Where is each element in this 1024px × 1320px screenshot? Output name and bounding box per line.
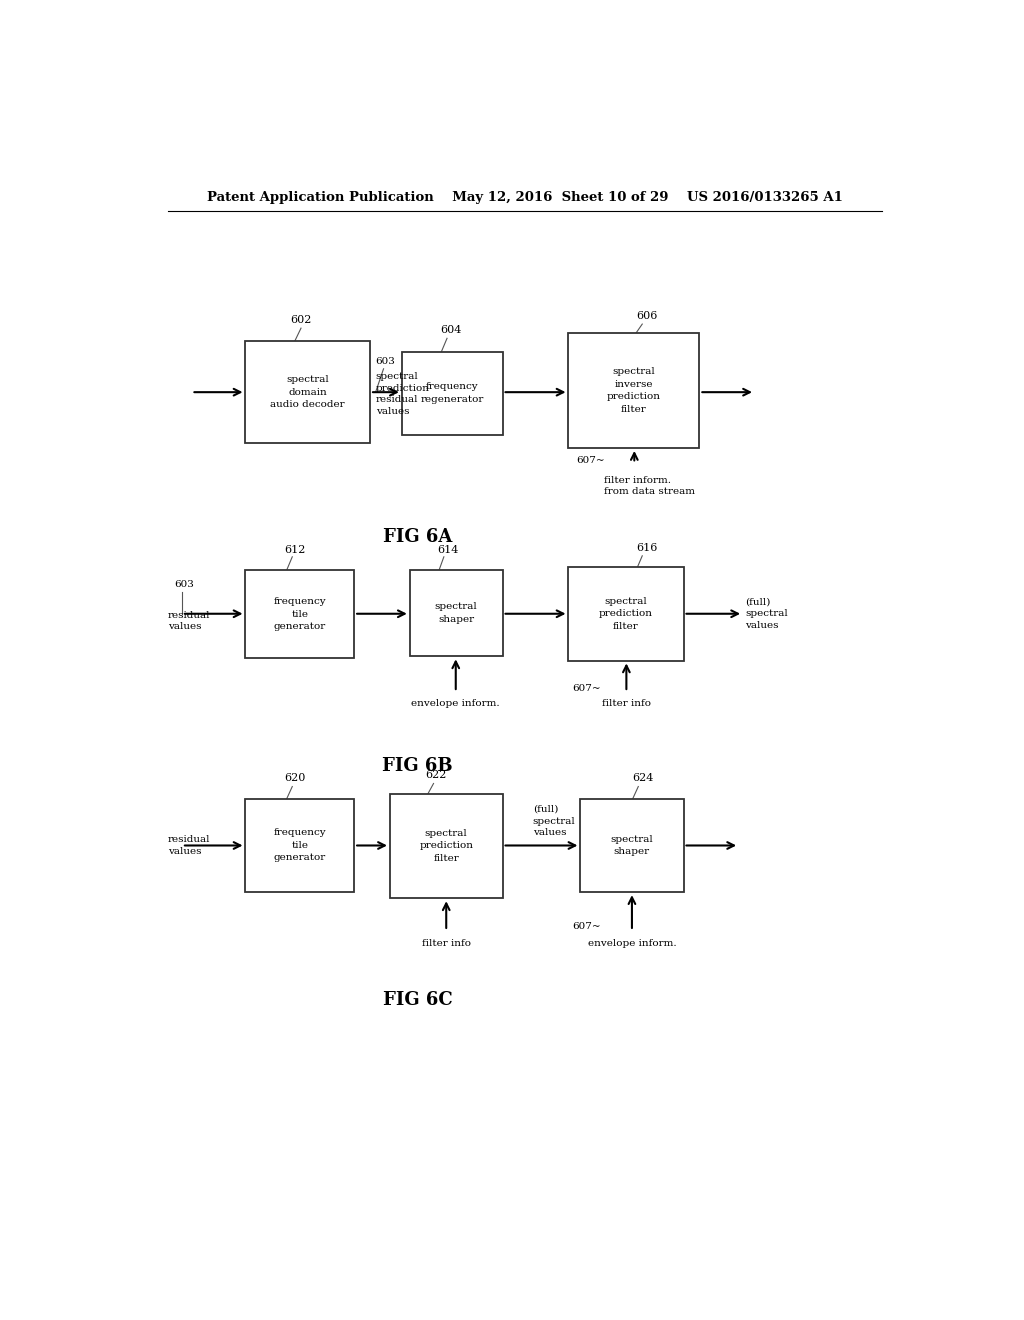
Text: 606: 606 (636, 312, 657, 321)
FancyBboxPatch shape (581, 799, 684, 892)
FancyBboxPatch shape (246, 342, 370, 444)
Text: spectral
shaper: spectral shaper (435, 602, 477, 624)
Text: spectral
domain
audio decoder: spectral domain audio decoder (270, 375, 345, 409)
Text: 614: 614 (437, 545, 459, 554)
FancyBboxPatch shape (401, 351, 503, 434)
Text: 624: 624 (632, 774, 653, 784)
FancyBboxPatch shape (568, 333, 699, 447)
Text: 616: 616 (636, 543, 657, 553)
Text: 603: 603 (174, 581, 194, 589)
Text: spectral
prediction
filter: spectral prediction filter (599, 597, 653, 631)
Text: frequency
tile
generator: frequency tile generator (273, 829, 326, 862)
FancyBboxPatch shape (246, 570, 354, 659)
Text: residual
values: residual values (168, 836, 210, 855)
Text: 604: 604 (440, 325, 461, 335)
Text: 603: 603 (376, 356, 395, 366)
Text: spectral
prediction
residual
values: spectral prediction residual values (376, 372, 430, 416)
Text: Patent Application Publication    May 12, 2016  Sheet 10 of 29    US 2016/013326: Patent Application Publication May 12, 2… (207, 191, 843, 205)
FancyBboxPatch shape (246, 799, 354, 892)
Text: 607~: 607~ (577, 455, 605, 465)
Text: FIG 6C: FIG 6C (383, 991, 453, 1008)
Text: 622: 622 (426, 771, 446, 780)
Text: 620: 620 (285, 774, 306, 784)
Text: filter inform.
from data stream: filter inform. from data stream (604, 475, 695, 496)
Text: filter info: filter info (602, 700, 651, 708)
Text: frequency
regenerator: frequency regenerator (421, 383, 484, 404)
Text: spectral
inverse
prediction
filter: spectral inverse prediction filter (607, 367, 660, 414)
Text: filter info: filter info (422, 939, 471, 948)
FancyBboxPatch shape (390, 793, 503, 899)
Text: frequency
tile
generator: frequency tile generator (273, 597, 326, 631)
Text: envelope inform.: envelope inform. (412, 700, 500, 708)
Text: (full)
spectral
values: (full) spectral values (745, 598, 788, 630)
Text: envelope inform.: envelope inform. (588, 939, 676, 948)
Text: FIG 6B: FIG 6B (382, 758, 453, 775)
Text: residual
values: residual values (168, 611, 210, 631)
Text: 602: 602 (291, 315, 312, 325)
Text: 607~: 607~ (572, 685, 601, 693)
Text: FIG 6A: FIG 6A (383, 528, 453, 545)
Text: 607~: 607~ (572, 923, 601, 932)
FancyBboxPatch shape (410, 570, 503, 656)
Text: (full)
spectral
values: (full) spectral values (532, 805, 575, 837)
Text: 612: 612 (285, 545, 306, 554)
FancyBboxPatch shape (568, 568, 684, 660)
Text: spectral
shaper: spectral shaper (610, 834, 653, 857)
Text: spectral
prediction
filter: spectral prediction filter (419, 829, 473, 863)
